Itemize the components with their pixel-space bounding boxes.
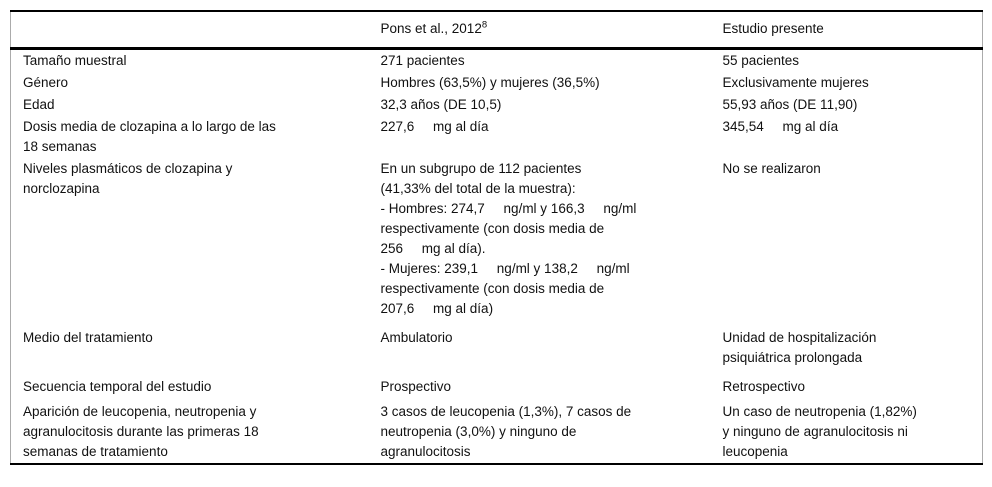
- header-present-study: Estudio presente: [722, 11, 983, 50]
- header-pons-label: Pons et al., 2012: [380, 21, 482, 36]
- present-value: 345,54 mg al día: [722, 119, 839, 134]
- pons-value: Hombres (63,5%) y mujeres (36,5%): [380, 75, 600, 90]
- row-label: Medio del tratamiento: [23, 330, 153, 345]
- row-label: Aparición de leucopenia, neutropenia y a…: [23, 404, 259, 459]
- pons-value: Prospectivo: [380, 379, 452, 394]
- pons-value: 227,6 mg al día: [380, 119, 489, 134]
- row-label: Edad: [23, 97, 55, 112]
- pons-value: Ambulatorio: [380, 330, 453, 345]
- citation-superscript: 8: [481, 19, 488, 31]
- header-empty-cell: [10, 11, 381, 50]
- row-label: Dosis media de clozapina a lo largo de l…: [23, 119, 276, 154]
- comparison-table: Pons et al., 20128 Estudio presente Tama…: [10, 10, 983, 465]
- table-row-mean-dose: Dosis media de clozapina a lo largo de l…: [11, 116, 983, 158]
- header-pons-study: Pons et al., 20128: [380, 11, 723, 50]
- table-row-blood-dyscrasias: Aparición de leucopenia, neutropenia y a…: [11, 401, 983, 464]
- row-label: Tamaño muestral: [23, 53, 127, 68]
- pons-value: 271 pacientes: [380, 53, 465, 68]
- table-row-treatment-setting: Medio del tratamiento Ambulatorio Unidad…: [11, 327, 983, 376]
- pons-value: 3 casos de leucopenia (1,3%), 7 casos de…: [380, 404, 632, 459]
- present-value: Exclusivamente mujeres: [722, 75, 869, 90]
- row-label: Secuencia temporal del estudio: [23, 379, 212, 394]
- pons-value: En un subgrupo de 112 pacientes (41,33% …: [380, 161, 637, 316]
- table-row-gender: Género Hombres (63,5%) y mujeres (36,5%)…: [11, 72, 983, 94]
- table-row-plasma-levels: Niveles plasmáticos de clozapina y norcl…: [11, 158, 983, 327]
- table-row-temporal-sequence: Secuencia temporal del estudio Prospecti…: [11, 376, 983, 401]
- present-value: 55 pacientes: [722, 53, 800, 68]
- present-value: Retrospectivo: [722, 379, 806, 394]
- present-value: Unidad de hospitalización psiquiátrica p…: [722, 330, 877, 365]
- header-row: Pons et al., 20128 Estudio presente: [10, 11, 983, 50]
- paper-table-page: Pons et al., 20128 Estudio presente Tama…: [0, 10, 992, 487]
- row-label: Niveles plasmáticos de clozapina y norcl…: [23, 161, 233, 196]
- pons-value: 32,3 años (DE 10,5): [380, 97, 502, 112]
- present-value: No se realizaron: [722, 161, 821, 176]
- table-row-sample-size: Tamaño muestral 271 pacientes 55 pacient…: [11, 49, 983, 73]
- present-value: Un caso de neutropenia (1,82%) y ninguno…: [722, 404, 917, 459]
- table-row-age: Edad 32,3 años (DE 10,5) 55,93 años (DE …: [11, 94, 983, 116]
- present-value: 55,93 años (DE 11,90): [722, 97, 858, 112]
- row-label: Género: [23, 75, 69, 90]
